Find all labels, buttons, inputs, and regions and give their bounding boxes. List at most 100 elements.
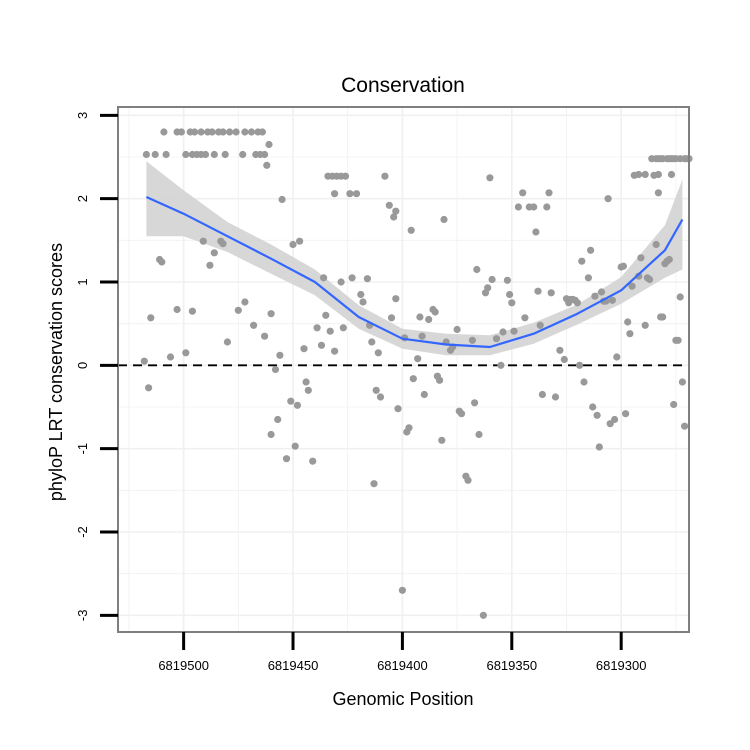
data-point	[587, 246, 595, 254]
data-point	[250, 321, 258, 329]
data-point	[405, 424, 413, 432]
data-point	[348, 274, 356, 282]
data-point	[611, 415, 619, 424]
data-point	[370, 480, 378, 488]
data-point	[665, 255, 673, 264]
data-point	[613, 353, 621, 361]
data-point	[414, 355, 422, 363]
data-point	[532, 228, 540, 236]
data-point	[313, 324, 321, 332]
data-point	[591, 292, 599, 300]
data-point	[597, 288, 606, 296]
data-point	[201, 150, 210, 159]
data-point	[166, 353, 175, 361]
data-point	[158, 258, 166, 266]
data-point	[486, 174, 494, 182]
data-point	[219, 240, 227, 248]
data-point	[173, 305, 181, 314]
y-axis: -3 -2 -1 0 1 2 3	[75, 112, 118, 621]
data-point	[304, 386, 312, 394]
data-point	[604, 195, 612, 203]
data-point	[374, 349, 382, 357]
data-point	[637, 254, 645, 262]
data-point	[331, 190, 339, 198]
data-point	[177, 128, 185, 136]
data-point	[258, 128, 266, 136]
data-point	[589, 403, 597, 411]
data-point	[247, 128, 256, 136]
data-point	[381, 172, 389, 180]
data-point	[199, 237, 207, 245]
data-point	[232, 128, 240, 136]
data-point	[317, 341, 326, 349]
data-point	[560, 355, 568, 364]
data-point	[197, 128, 205, 136]
y-tick-label: 1	[75, 278, 90, 285]
data-point	[464, 476, 472, 484]
data-point	[357, 290, 365, 299]
data-point	[681, 422, 689, 430]
data-point	[468, 336, 476, 344]
data-point	[241, 128, 249, 136]
data-point	[241, 298, 249, 306]
data-point	[359, 298, 367, 306]
data-point	[635, 170, 643, 179]
data-point	[208, 128, 216, 136]
data-point	[670, 400, 678, 409]
data-point	[352, 190, 361, 198]
data-point	[519, 189, 527, 197]
confidence-ribbon	[146, 161, 683, 356]
data-point	[300, 345, 308, 353]
data-point	[545, 189, 553, 197]
data-point	[339, 324, 347, 332]
data-point	[678, 378, 687, 386]
data-point	[210, 150, 218, 159]
data-point	[210, 249, 218, 257]
data-point	[387, 314, 396, 322]
data-point	[593, 411, 601, 419]
data-point	[556, 346, 564, 354]
data-point	[534, 287, 542, 295]
data-point	[191, 128, 199, 136]
data-point	[263, 161, 271, 169]
data-point	[182, 349, 190, 357]
data-point	[497, 361, 505, 369]
y-tick-label: 3	[75, 112, 90, 119]
data-point	[536, 321, 544, 329]
data-point	[142, 150, 150, 159]
y-tick-label: 0	[75, 362, 90, 369]
x-tick-label: 6819400	[377, 658, 428, 673]
data-point	[390, 213, 398, 221]
data-point	[473, 265, 481, 274]
data-point	[331, 347, 339, 355]
data-point	[271, 365, 280, 374]
data-point	[674, 336, 682, 344]
data-point	[296, 237, 304, 245]
data-point	[326, 327, 334, 335]
data-point	[676, 293, 684, 301]
data-point	[641, 321, 649, 329]
data-point	[291, 442, 299, 450]
data-point	[425, 315, 433, 324]
data-point	[595, 443, 603, 451]
data-point	[302, 378, 310, 386]
data-point	[376, 393, 385, 401]
data-point	[453, 325, 461, 334]
data-point	[471, 399, 479, 407]
data-point	[654, 189, 663, 197]
data-point	[226, 128, 234, 136]
x-axis-title: Genomic Position	[332, 689, 473, 709]
data-point	[162, 150, 170, 159]
data-point	[223, 338, 231, 346]
y-tick-label: -3	[75, 610, 90, 622]
data-point	[341, 172, 350, 180]
data-point	[619, 262, 628, 270]
data-point	[239, 150, 247, 159]
data-point	[654, 170, 663, 179]
y-tick-label: -2	[75, 526, 90, 538]
data-point	[145, 384, 153, 392]
data-point	[221, 150, 229, 159]
data-point	[420, 390, 428, 399]
data-point	[488, 275, 496, 284]
data-point	[499, 328, 507, 336]
